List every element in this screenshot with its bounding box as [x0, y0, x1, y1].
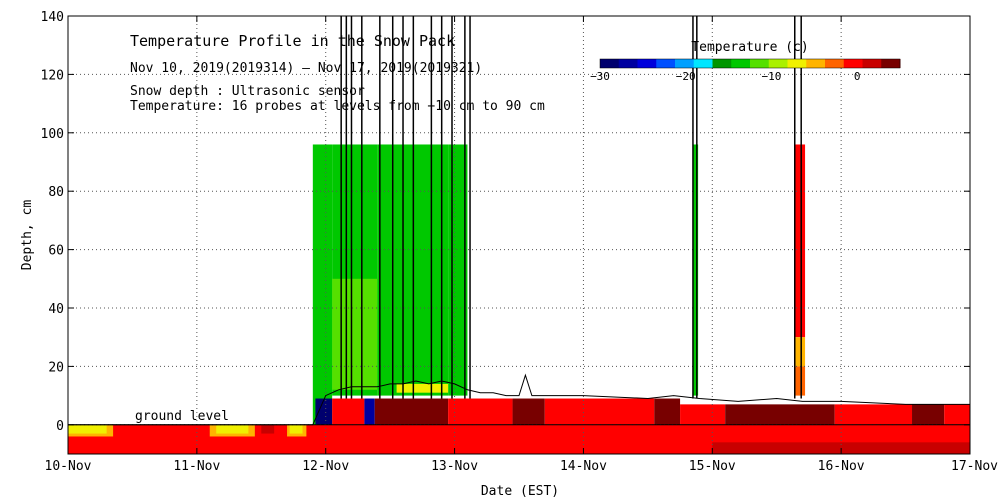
temperature-cell — [794, 366, 806, 396]
y-tick-label: 20 — [48, 360, 64, 375]
temperature-cell — [944, 404, 970, 425]
colorbar-cell — [693, 59, 713, 68]
colorbar-cell — [768, 59, 788, 68]
temperature-cell — [794, 337, 806, 367]
ground-level-label: ground level — [135, 409, 229, 424]
temperature-cell — [794, 144, 806, 338]
x-tick-label: 11-Nov — [173, 459, 220, 474]
temperature-cell — [912, 404, 945, 425]
colorbar-cell — [862, 59, 882, 68]
colorbar-title: Temperature (c) — [691, 40, 808, 55]
plot-frame — [67, 15, 971, 455]
y-tick-label: 140 — [41, 10, 64, 25]
colorbar-tick-label: 0 — [854, 70, 861, 83]
temperature-cell — [692, 144, 699, 396]
x-axis-ticks: 10-Nov 11-Nov 12-Nov 13-Nov 14-Nov 15-Nov 16-N… — [45, 16, 998, 474]
colorbar-cell — [750, 59, 770, 68]
y-tick-label: 120 — [41, 68, 64, 83]
grid — [68, 15, 970, 454]
colorbar-cell — [712, 59, 732, 68]
temperature-cell — [289, 424, 303, 434]
colorbar-cells — [599, 58, 901, 69]
temperature-cell — [332, 278, 378, 390]
temperature-heatmap — [68, 144, 970, 454]
colorbar-cell — [731, 59, 751, 68]
x-tick-label: 17-Nov — [951, 459, 998, 474]
y-tick-label: 80 — [48, 185, 64, 200]
chart-subtitle: Nov 10, 2019(2019314) – Nov 17, 2019(201… — [130, 61, 482, 76]
temperature-cell — [261, 424, 275, 434]
colorbar-frame — [599, 58, 901, 69]
colorbar-ticks: −30 −20 −10 0 — [590, 70, 860, 83]
temperature-cell — [448, 398, 513, 425]
temperature-cell — [396, 383, 449, 393]
temperature-cell — [374, 398, 449, 425]
colorbar-cell — [787, 59, 807, 68]
temperature-cell — [680, 404, 726, 425]
note-snow-depth: Snow depth : Ultrasonic sensor — [130, 84, 365, 99]
colorbar-cell — [637, 59, 657, 68]
temperature-cell — [364, 398, 375, 425]
colorbar-cell — [806, 59, 826, 68]
chart-title: Temperature Profile in the Snow Pack — [130, 32, 455, 50]
temperature-cell — [332, 398, 365, 425]
snow-depth-line — [68, 373, 970, 426]
x-tick-label: 10-Nov — [45, 459, 92, 474]
colorbar-cell — [600, 59, 620, 68]
temperature-cell — [834, 404, 913, 425]
colorbar-cell — [675, 59, 695, 68]
sensor-spikes — [340, 16, 802, 399]
colorbar-tick-label: −10 — [761, 70, 781, 83]
note-temperature: Temperature: 16 probes at levels from −1… — [130, 99, 545, 114]
colorbar-legend: Temperature (c) −30 −20 −10 0 — [590, 40, 901, 83]
y-tick-label: 100 — [41, 127, 64, 142]
x-axis-label: Date (EST) — [481, 484, 559, 499]
temperature-cell — [725, 404, 835, 425]
temperature-cell — [216, 424, 249, 434]
x-tick-label: 16-Nov — [818, 459, 865, 474]
colorbar-cell — [825, 59, 845, 68]
temperature-cell — [315, 398, 333, 425]
y-tick-label: 40 — [48, 302, 64, 317]
x-tick-label: 14-Nov — [560, 459, 607, 474]
x-tick-label: 13-Nov — [431, 459, 478, 474]
colorbar-tick-label: −20 — [676, 70, 696, 83]
y-axis-ticks: 0 20 40 60 80 100 120 140 — [41, 10, 970, 434]
temperature-cell — [312, 144, 333, 454]
temperature-cell — [68, 424, 107, 434]
y-tick-label: 0 — [56, 419, 64, 434]
temperature-cell — [544, 398, 655, 425]
colorbar-cell — [656, 59, 676, 68]
y-axis-label: Depth, cm — [20, 200, 35, 271]
colorbar-cell — [881, 59, 901, 68]
colorbar-cell — [618, 59, 638, 68]
temperature-cell — [654, 398, 681, 425]
temperature-cell — [512, 398, 545, 425]
temperature-cell — [351, 442, 494, 454]
y-tick-label: 60 — [48, 244, 64, 259]
x-tick-label: 12-Nov — [302, 459, 349, 474]
temperature-cell — [448, 144, 468, 396]
colorbar-cell — [843, 59, 863, 68]
x-tick-label: 15-Nov — [689, 459, 736, 474]
colorbar-tick-label: −30 — [590, 70, 610, 83]
